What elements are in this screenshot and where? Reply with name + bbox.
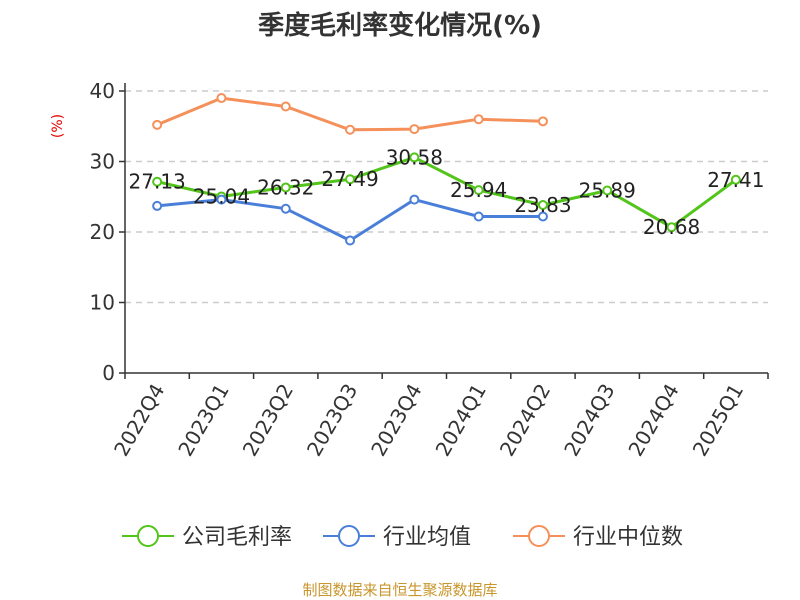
series-lines bbox=[152, 93, 741, 246]
data-point bbox=[473, 185, 484, 196]
legend-label: 行业均值 bbox=[383, 525, 471, 550]
legend-marker bbox=[528, 525, 550, 547]
series-line bbox=[156, 155, 737, 229]
data-point bbox=[345, 235, 356, 246]
data-label: 30.58 bbox=[386, 145, 443, 169]
x-tick-label: 2024Q1 bbox=[431, 380, 491, 461]
x-tick-label: 2024Q3 bbox=[559, 380, 619, 461]
data-point bbox=[730, 174, 741, 185]
data-point bbox=[537, 116, 548, 127]
grid-lines bbox=[125, 90, 768, 304]
legend-marker bbox=[338, 525, 360, 547]
data-point bbox=[280, 101, 291, 112]
x-tick-label: 2024Q2 bbox=[495, 380, 555, 461]
x-tick-label: 2022Q4 bbox=[109, 380, 169, 461]
data-point bbox=[409, 124, 420, 135]
x-tick-label: 2023Q3 bbox=[302, 380, 362, 461]
y-tick-label: 10 bbox=[90, 291, 115, 315]
data-point bbox=[537, 199, 548, 210]
x-tick-label: 2023Q4 bbox=[366, 380, 426, 461]
legend-label: 公司毛利率 bbox=[182, 525, 292, 550]
x-tick-label: 2023Q1 bbox=[173, 380, 233, 461]
data-point bbox=[152, 176, 163, 187]
data-point bbox=[409, 194, 420, 205]
y-tick-label: 20 bbox=[90, 220, 115, 244]
data-label: 26.32 bbox=[257, 175, 314, 199]
data-point bbox=[345, 174, 356, 185]
data-point bbox=[602, 185, 613, 196]
data-label: 27.41 bbox=[707, 168, 764, 192]
x-tick-label: 2023Q2 bbox=[238, 380, 298, 461]
data-point bbox=[345, 124, 356, 135]
data-point bbox=[216, 93, 227, 104]
data-label: 20.68 bbox=[643, 215, 700, 239]
x-tick-label: 2025Q1 bbox=[688, 380, 748, 461]
data-label: 25.89 bbox=[579, 178, 636, 202]
data-point bbox=[280, 203, 291, 214]
y-tick-label: 30 bbox=[90, 150, 115, 174]
data-point bbox=[409, 152, 420, 163]
data-point bbox=[537, 211, 548, 222]
y-axis-unit: (%) bbox=[50, 114, 66, 138]
data-point bbox=[473, 114, 484, 125]
data-point bbox=[473, 211, 484, 222]
data-label: 27.13 bbox=[129, 170, 186, 194]
x-tick-label: 2024Q4 bbox=[623, 380, 683, 461]
data-labels: 27.13 25.04 26.32 27.49 30.58 25.94 23.83 25.89… bbox=[129, 145, 765, 239]
y-tick-label: 40 bbox=[90, 79, 115, 103]
chart-title: 季度毛利率变化情况(%) bbox=[258, 10, 542, 41]
legend: 公司毛利率 行业均值 行业中位数 bbox=[122, 525, 683, 550]
data-label: 25.94 bbox=[450, 178, 507, 202]
data-point bbox=[152, 200, 163, 211]
data-point bbox=[666, 222, 677, 233]
legend-label: 行业中位数 bbox=[573, 525, 683, 550]
data-label: 25.04 bbox=[193, 184, 250, 208]
data-label: 27.49 bbox=[321, 167, 378, 191]
data-point bbox=[280, 182, 291, 193]
y-tick-label: 0 bbox=[102, 361, 115, 385]
data-point bbox=[216, 194, 227, 205]
source-note: 制图数据来自恒生聚源数据库 bbox=[302, 581, 497, 599]
legend-marker bbox=[137, 525, 159, 547]
data-point bbox=[152, 119, 163, 130]
data-label: 23.83 bbox=[514, 193, 571, 217]
